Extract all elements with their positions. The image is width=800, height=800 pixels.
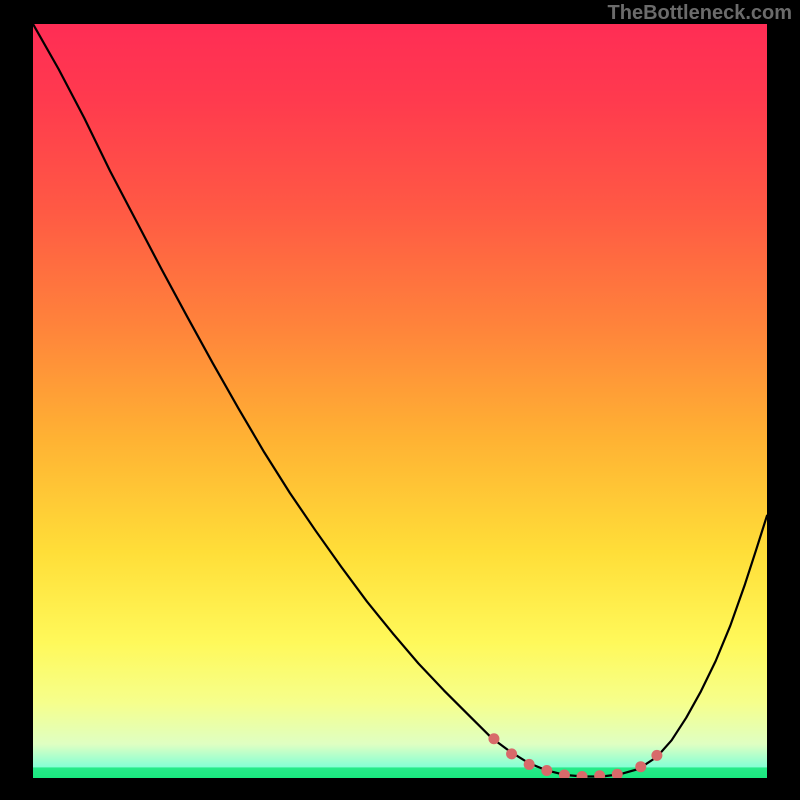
marker-dot bbox=[524, 759, 535, 770]
bottleneck-chart bbox=[0, 0, 800, 800]
attribution-text: TheBottleneck.com bbox=[608, 2, 792, 25]
marker-dot bbox=[577, 771, 588, 782]
marker-dot bbox=[651, 750, 662, 761]
optimal-band bbox=[33, 767, 767, 778]
marker-dot bbox=[612, 769, 623, 780]
marker-dot bbox=[594, 770, 605, 781]
marker-dot bbox=[506, 748, 517, 759]
marker-dot bbox=[635, 761, 646, 772]
chart-container: { "attribution": "TheBottleneck.com", "c… bbox=[0, 0, 800, 800]
marker-dot bbox=[488, 733, 499, 744]
marker-dot bbox=[541, 765, 552, 776]
marker-dot bbox=[559, 769, 570, 780]
gradient-background bbox=[33, 24, 767, 778]
